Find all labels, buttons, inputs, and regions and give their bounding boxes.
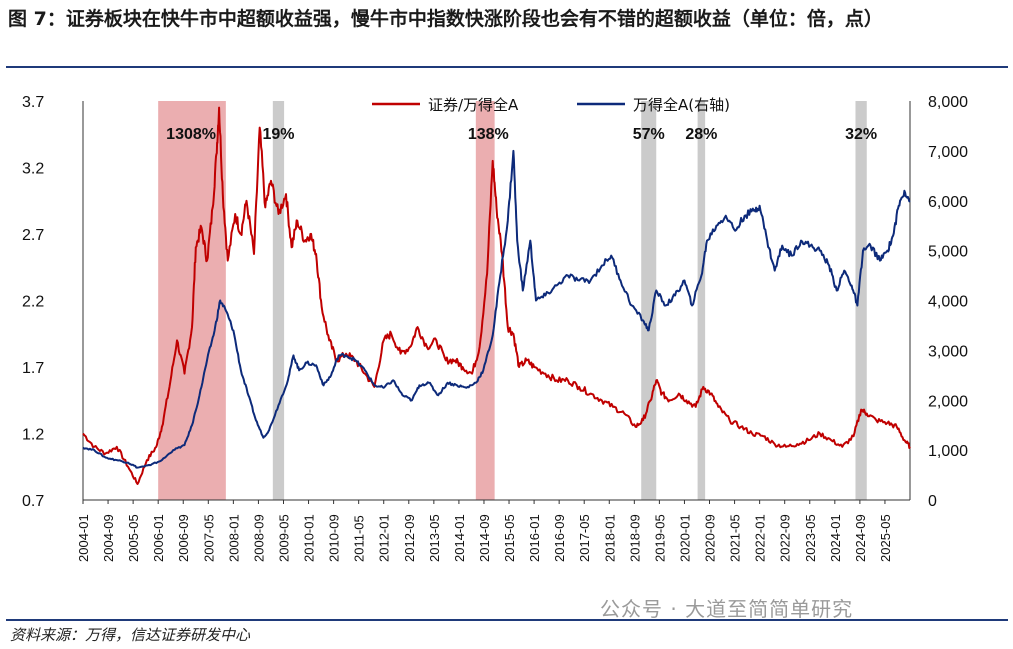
x-tick-label: 2022-01: [753, 514, 768, 562]
period-return-label: 28%: [685, 126, 717, 143]
x-tick-label: 2008-01: [226, 514, 241, 562]
source-note: 资料来源：万得，信达证券研发中心: [10, 626, 251, 644]
x-tick-label: 2017-05: [577, 514, 592, 562]
x-tick-label: 2004-09: [101, 514, 116, 562]
period-annotations: 1308% 19% 138% 57% 28% 32%: [166, 126, 877, 143]
x-tick-label: 2016-01: [527, 514, 542, 562]
right-tick-label: 8,000: [928, 94, 968, 111]
period-return-label: 138%: [468, 126, 509, 143]
x-tick-label: 2020-09: [703, 514, 718, 562]
right-tick-label: 5,000: [928, 244, 968, 261]
legend: 证券/万得全A 万得全A(右轴): [372, 96, 730, 114]
x-tick-label: 2012-09: [402, 514, 417, 562]
x-tick-label: 2022-09: [778, 514, 793, 562]
x-tick-label: 2006-01: [151, 514, 166, 562]
left-tick-label: 0.7: [22, 493, 44, 510]
x-tick-label: 2018-01: [602, 514, 617, 562]
x-tick-label: 2021-05: [728, 514, 743, 562]
title-rule: [6, 66, 1008, 68]
left-tick-label: 3.7: [22, 94, 44, 111]
x-tick-label: 2019-05: [652, 514, 667, 562]
legend-label-ratio: 证券/万得全A: [428, 96, 519, 114]
x-tick-label: 2023-05: [803, 514, 818, 562]
left-tick-label: 1.7: [22, 360, 44, 377]
x-tick-label: 2025-05: [878, 514, 893, 562]
x-tick-label: 2016-09: [552, 514, 567, 562]
right-tick-label: 7,000: [928, 144, 968, 161]
x-tick-label: 2012-01: [377, 514, 392, 562]
x-tick-label: 2014-01: [452, 514, 467, 562]
x-tick-label: 2007-05: [201, 514, 216, 562]
x-tick-label: 2008-09: [251, 514, 266, 562]
left-tick-label: 1.2: [22, 427, 44, 444]
x-tick-label: 2011-05: [352, 515, 367, 562]
x-tick-label: 2004-01: [76, 514, 91, 562]
right-tick-label: 6,000: [928, 194, 968, 211]
period-return-label: 57%: [633, 126, 665, 143]
x-tick-label: 2015-05: [502, 514, 517, 562]
right-tick-label: 1,000: [928, 443, 968, 460]
left-tick-label: 3.2: [22, 161, 44, 178]
x-tick-label: 2020-01: [677, 514, 692, 562]
source-rule: [6, 619, 1008, 621]
left-tick-label: 2.7: [22, 227, 44, 244]
period-return-label: 32%: [845, 126, 877, 143]
series-line-securities-ratio: [82, 106, 911, 485]
watermark: 公众号 · 大道至简简单研究: [600, 597, 854, 621]
series-lines: [82, 106, 911, 485]
series-line-wind-all-a: [82, 149, 911, 469]
x-tick-label: 2024-01: [828, 514, 843, 562]
x-tick-label: 2006-09: [176, 514, 191, 562]
legend-label-index: 万得全A(右轴): [633, 96, 730, 114]
x-tick-label: 2010-09: [327, 514, 342, 562]
x-tick-label: 2010-01: [302, 514, 317, 562]
right-tick-label: 3,000: [928, 343, 968, 360]
x-tick-label: 2024-09: [853, 514, 868, 562]
x-tick-label: 2018-09: [627, 514, 642, 562]
x-tick-label: 2005-05: [126, 514, 141, 562]
right-tick-label: 0: [928, 493, 937, 510]
x-tick-label: 2014-09: [477, 514, 492, 562]
shaded-period-1: [272, 101, 285, 500]
chart-area: 3.7 3.2 2.7 2.2 1.7 1.2 0.7 8,000 7,000 6,000 5,00…: [22, 94, 968, 562]
shaded-period-4: [697, 101, 706, 500]
right-tick-label: 2,000: [928, 393, 968, 410]
left-tick-label: 2.2: [22, 294, 44, 311]
x-tick-label: 2013-05: [427, 514, 442, 562]
period-return-label: 19%: [262, 126, 294, 143]
shaded-period-5: [855, 101, 867, 500]
shaded-period-3: [641, 101, 657, 500]
period-return-label: 1308%: [166, 126, 216, 143]
figure-title: 图 7：证券板块在快牛市中超额收益强，慢牛市中指数快涨阶段也会有不错的超额收益（…: [8, 8, 883, 30]
x-tick-label: 2009-05: [276, 514, 291, 562]
right-tick-label: 4,000: [928, 294, 968, 311]
chart-axes: 3.7 3.2 2.7 2.2 1.7 1.2 0.7 8,000 7,000 6,000 5,00…: [22, 94, 968, 562]
